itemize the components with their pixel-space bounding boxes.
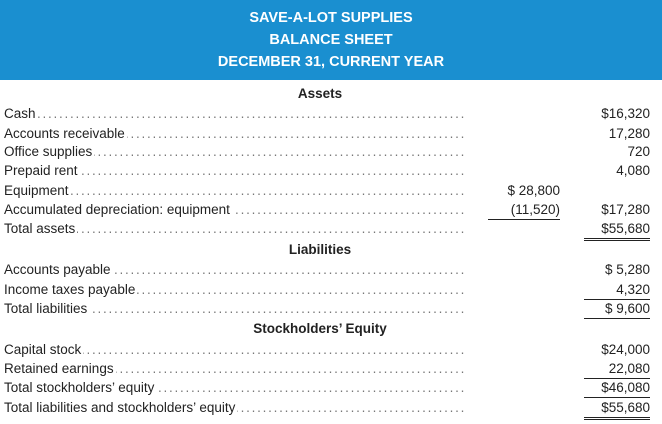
row-income-taxes-payable: Income taxes payable 4,320 bbox=[0, 281, 662, 300]
row-amount: 22,080 bbox=[584, 360, 650, 379]
equity-heading: Stockholders’ Equity bbox=[253, 321, 387, 336]
row-label: Capital stock bbox=[4, 342, 84, 357]
row-capital-stock: Capital stock $24,000 bbox=[0, 341, 662, 359]
row-amount: $46,080 bbox=[584, 379, 650, 398]
row-amount: $24,000 bbox=[601, 342, 650, 357]
row-amount: 720 bbox=[627, 144, 650, 159]
row-subamount: (11,520) bbox=[488, 201, 560, 220]
row-accounts-payable: Accounts payable $ 5,280 bbox=[0, 261, 662, 279]
row-accumulated-depreciation: Accumulated depreciation: equipment (11,… bbox=[0, 201, 662, 220]
row-total-assets: Total assets $55,680 bbox=[0, 220, 662, 241]
liabilities-heading: Liabilities bbox=[288, 242, 352, 257]
row-label: Total stockholders’ equity bbox=[4, 380, 157, 395]
row-amount: $55,680 bbox=[584, 399, 650, 420]
row-retained-earnings: Retained earnings 22,080 bbox=[0, 360, 662, 379]
company-name: SAVE-A-LOT SUPPLIES bbox=[249, 10, 413, 26]
row-label: Office supplies bbox=[4, 144, 95, 159]
row-amount: 4,320 bbox=[584, 281, 650, 300]
row-amount: $55,680 bbox=[584, 220, 650, 241]
row-amount: $ 5,280 bbox=[604, 262, 650, 277]
row-label: Total assets bbox=[4, 221, 78, 236]
row-label: Equipment bbox=[4, 183, 71, 198]
row-prepaid-rent: Prepaid rent 4,080 bbox=[0, 162, 662, 180]
row-amount: 4,080 bbox=[616, 163, 650, 178]
row-cash: Cash $16,320 bbox=[0, 105, 662, 123]
statement-title: BALANCE SHEET bbox=[269, 32, 393, 48]
row-amount: 17,280 bbox=[608, 126, 650, 141]
row-subamount: $ 28,800 bbox=[507, 183, 560, 198]
row-total-stockholders-equity: Total stockholders’ equity $46,080 bbox=[0, 379, 662, 398]
assets-heading: Assets bbox=[297, 86, 343, 101]
statement-date: DECEMBER 31, CURRENT YEAR bbox=[217, 54, 445, 70]
row-label: Cash bbox=[4, 106, 38, 121]
row-label: Retained earnings bbox=[4, 361, 116, 376]
row-label: Income taxes payable bbox=[4, 282, 138, 297]
row-amount: $ 9,600 bbox=[584, 300, 650, 319]
row-amount: $17,280 bbox=[601, 202, 650, 217]
row-equipment: Equipment $ 28,800 bbox=[0, 182, 662, 200]
row-amount: $16,320 bbox=[601, 106, 650, 121]
row-label: Accumulated depreciation: equipment bbox=[4, 202, 232, 217]
statement-header: SAVE-A-LOT SUPPLIES BALANCE SHEET DECEMB… bbox=[0, 0, 662, 80]
row-label: Accounts payable bbox=[4, 262, 113, 277]
row-label: Total liabilities and stockholders’ equi… bbox=[4, 400, 238, 415]
row-total-liabilities: Total liabilities $ 9,600 bbox=[0, 300, 662, 319]
row-label: Prepaid rent bbox=[4, 163, 80, 178]
row-label: Accounts receivable bbox=[4, 126, 127, 141]
row-office-supplies: Office supplies 720 bbox=[0, 143, 662, 161]
row-label: Total liabilities bbox=[4, 301, 90, 316]
row-total-liabilities-and-equity: Total liabilities and stockholders’ equi… bbox=[0, 399, 662, 420]
row-accounts-receivable: Accounts receivable 17,280 bbox=[0, 125, 662, 143]
